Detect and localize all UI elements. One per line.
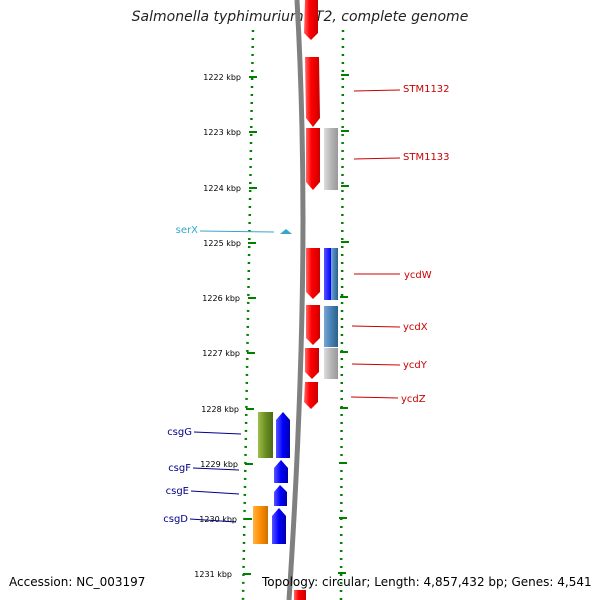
gene-label: csgG xyxy=(167,427,192,438)
gene-label: STM1132 xyxy=(403,84,450,95)
tick-label: 1231 kbp xyxy=(194,570,232,579)
gene-label: STM1133 xyxy=(403,152,450,163)
gene-arrow xyxy=(274,460,288,483)
trna-marker xyxy=(280,229,292,234)
forward-genes xyxy=(294,0,320,600)
gene-arrow xyxy=(305,57,320,127)
gene-arrow xyxy=(274,485,287,506)
right-leaders xyxy=(350,89,401,399)
gene-label: ycdZ xyxy=(401,394,426,405)
tick-label: 1226 kbp xyxy=(202,294,240,303)
gene-block xyxy=(324,348,338,379)
gene-block xyxy=(324,128,338,190)
serx-leader xyxy=(199,230,275,233)
gene-arrow xyxy=(305,348,319,379)
gene-label: serX xyxy=(176,225,198,236)
tick-label: 1224 kbp xyxy=(203,184,241,193)
tick-label: 1223 kbp xyxy=(203,128,241,137)
gene-block xyxy=(331,248,338,300)
tick-labels: 1222 kbp 1223 kbp 1224 kbp 1225 kbp 1226… xyxy=(194,73,241,579)
gene-label: csgE xyxy=(166,486,189,497)
gene-arrow xyxy=(306,128,320,190)
ruler-ticks xyxy=(243,74,349,575)
gene-label: ycdY xyxy=(403,360,428,371)
gene-label: ycdX xyxy=(403,322,428,333)
tick-label: 1225 kbp xyxy=(203,239,241,248)
tick-label: 1227 kbp xyxy=(202,349,240,358)
gene-arrow xyxy=(276,412,290,458)
reverse-genes xyxy=(253,412,290,544)
left-leaders xyxy=(189,431,242,523)
gene-arrow xyxy=(306,305,320,345)
left-ruler xyxy=(241,29,255,600)
topology-text: Topology: circular; Length: 4,857,432 bp… xyxy=(262,575,592,589)
gene-arrow xyxy=(272,508,286,544)
gene-block xyxy=(324,306,338,347)
right-track-genes xyxy=(324,128,338,379)
tick-label: 1222 kbp xyxy=(203,73,241,82)
gene-arrow xyxy=(294,590,306,600)
tick-label: 1228 kbp xyxy=(201,405,239,414)
left-gene-labels: serX csgG csgF csgE csgD xyxy=(163,225,198,525)
gene-block xyxy=(253,506,268,544)
tick-label: 1230 kbp xyxy=(199,515,237,524)
genome-backbone xyxy=(286,0,306,600)
gene-arrow xyxy=(306,248,320,299)
tick-label: 1229 kbp xyxy=(200,460,238,469)
accession-text: Accession: NC_003197 xyxy=(9,575,146,589)
gene-arrow xyxy=(304,382,318,409)
gene-label: csgF xyxy=(168,463,191,474)
gene-label: ycdW xyxy=(404,270,432,281)
right-ruler xyxy=(339,29,345,600)
gene-arrow xyxy=(304,0,318,40)
right-gene-labels: STM1132 STM1133 ycdW ycdX ycdY ycdZ xyxy=(401,84,450,405)
gene-label: csgD xyxy=(163,514,188,525)
gene-block xyxy=(258,412,273,458)
